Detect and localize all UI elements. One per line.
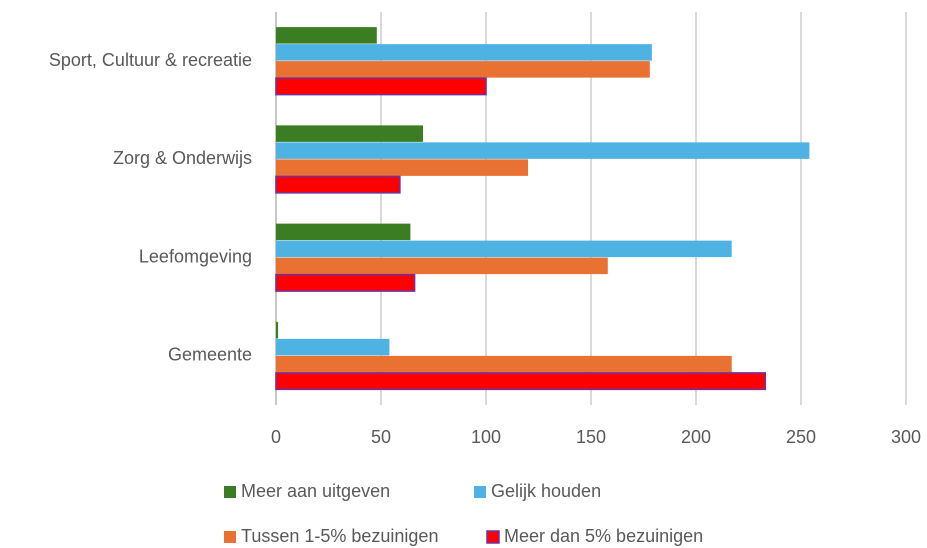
bar [275,77,487,96]
x-tick-label: 300 [891,427,921,447]
bar [276,125,423,142]
legend-label: Meer dan 5% bezuinigen [504,526,703,546]
x-tick-label: 0 [271,427,281,447]
bar [276,321,279,339]
bar [276,61,650,78]
x-tick-label: 50 [371,427,391,447]
bar [276,355,732,373]
bar [276,257,608,275]
bar [276,240,732,258]
y-tick-label: Leefomgeving [139,246,252,266]
bar [276,159,528,176]
legend-label: Gelijk houden [491,481,601,501]
bar [276,223,411,241]
legend-label: Meer aan uitgeven [241,481,390,501]
y-tick-label: Zorg & Onderwijs [113,148,252,168]
bar [276,44,652,61]
bar [276,338,390,356]
legend-swatch [224,531,236,543]
bar [275,175,401,194]
legend-swatch [224,486,236,498]
bar [276,142,810,159]
bar [275,273,416,292]
y-tick-label: Sport, Cultuur & recreatie [49,50,252,70]
legend-label: Tussen 1-5% bezuinigen [241,526,438,546]
x-tick-label: 200 [681,427,711,447]
x-tick-label: 250 [786,427,816,447]
x-tick-label: 150 [576,427,606,447]
bar [276,27,377,44]
legend-swatch [486,530,500,544]
legend-swatch [474,486,486,498]
y-tick-label: Gemeente [168,345,252,365]
x-tick-label: 100 [471,427,501,447]
bar [275,372,767,391]
